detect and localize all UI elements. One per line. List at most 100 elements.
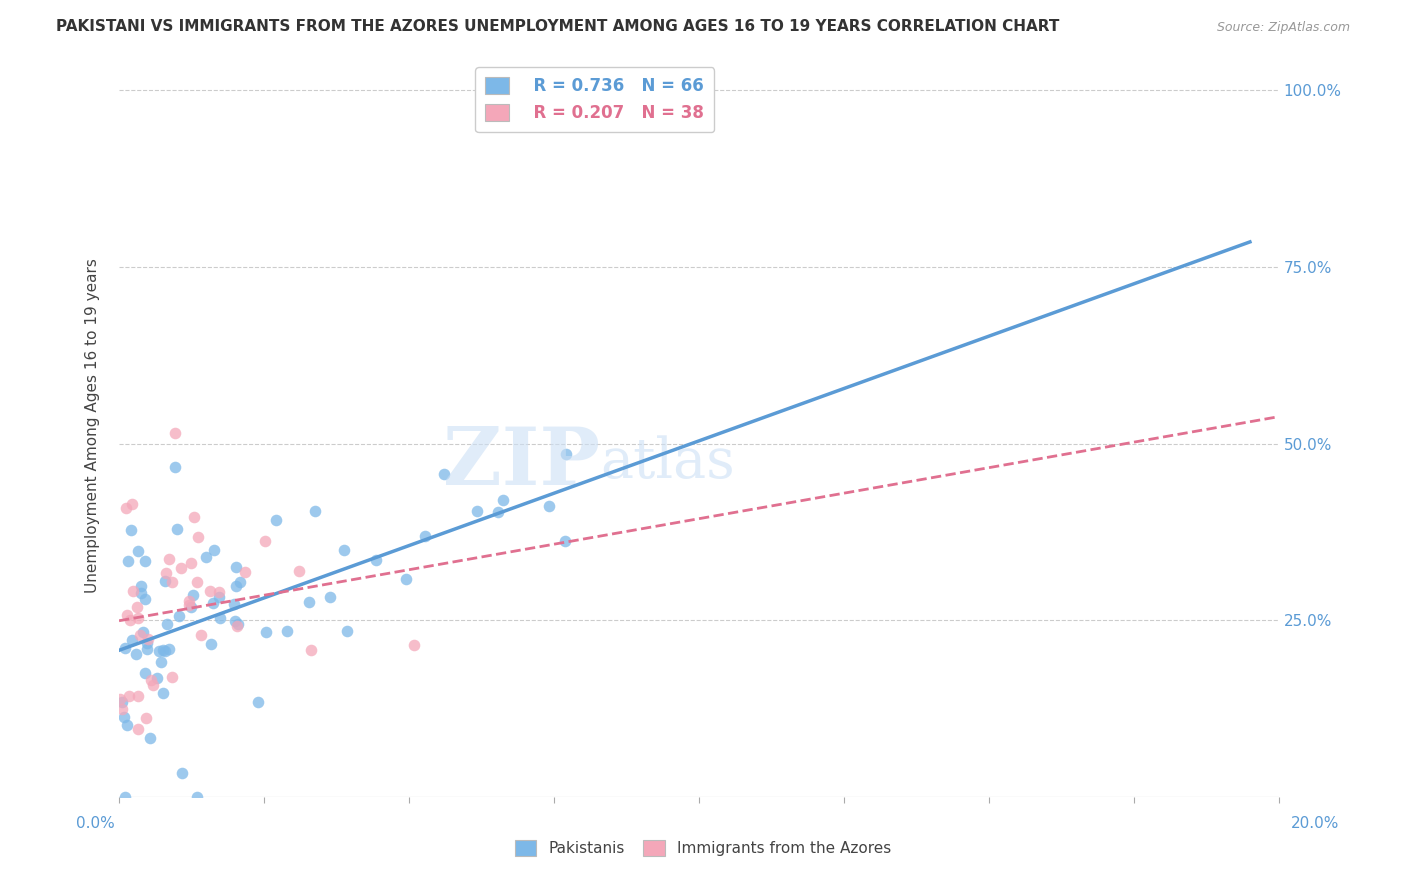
Text: atlas: atlas bbox=[600, 435, 735, 491]
Point bbox=[112, 710, 135, 724]
Point bbox=[395, 572, 418, 586]
Point bbox=[538, 500, 561, 514]
Point bbox=[180, 600, 202, 615]
Point bbox=[364, 553, 387, 567]
Text: Source: ZipAtlas.com: Source: ZipAtlas.com bbox=[1216, 21, 1350, 34]
Point bbox=[124, 647, 146, 661]
Point bbox=[117, 607, 139, 622]
Point bbox=[114, 641, 136, 656]
Point bbox=[202, 543, 225, 558]
Point bbox=[190, 628, 212, 642]
Point bbox=[152, 686, 174, 700]
Point bbox=[125, 600, 148, 615]
Point bbox=[246, 695, 269, 709]
Point bbox=[433, 467, 456, 482]
Point bbox=[298, 595, 321, 609]
Point bbox=[225, 579, 247, 593]
Y-axis label: Unemployment Among Ages 16 to 19 years: Unemployment Among Ages 16 to 19 years bbox=[86, 259, 100, 593]
Point bbox=[198, 584, 221, 599]
Point bbox=[122, 583, 145, 598]
Point bbox=[181, 589, 204, 603]
Legend:   R = 0.736   N = 66,   R = 0.207   N = 38: R = 0.736 N = 66, R = 0.207 N = 38 bbox=[475, 67, 714, 132]
Point bbox=[157, 642, 180, 657]
Point bbox=[134, 592, 156, 607]
Point bbox=[186, 575, 208, 590]
Point bbox=[208, 585, 231, 599]
Point bbox=[160, 575, 183, 590]
Point bbox=[254, 534, 277, 549]
Point bbox=[155, 566, 177, 580]
Text: PAKISTANI VS IMMIGRANTS FROM THE AZORES UNEMPLOYMENT AMONG AGES 16 TO 19 YEARS C: PAKISTANI VS IMMIGRANTS FROM THE AZORES … bbox=[56, 20, 1060, 34]
Point bbox=[224, 615, 246, 629]
Point bbox=[114, 789, 136, 804]
Point bbox=[111, 702, 134, 716]
Point bbox=[115, 718, 138, 732]
Point bbox=[195, 549, 218, 564]
Point bbox=[146, 671, 169, 685]
Point bbox=[288, 564, 311, 578]
Point bbox=[155, 574, 177, 589]
Point bbox=[187, 530, 209, 544]
Point bbox=[166, 522, 188, 536]
Point bbox=[136, 632, 159, 646]
Point bbox=[111, 695, 134, 709]
Point bbox=[142, 678, 165, 692]
Point bbox=[200, 636, 222, 650]
Text: 20.0%: 20.0% bbox=[1291, 816, 1339, 830]
Point bbox=[465, 503, 488, 517]
Point bbox=[233, 565, 256, 579]
Point bbox=[413, 529, 436, 543]
Point bbox=[134, 553, 156, 567]
Point bbox=[170, 766, 193, 780]
Point bbox=[114, 500, 136, 515]
Point bbox=[127, 690, 149, 704]
Point bbox=[127, 611, 149, 625]
Point bbox=[276, 624, 298, 639]
Point bbox=[333, 543, 356, 558]
Point bbox=[117, 554, 139, 568]
Point bbox=[165, 459, 187, 474]
Text: 0.0%: 0.0% bbox=[76, 816, 115, 830]
Point bbox=[155, 644, 177, 658]
Point bbox=[183, 510, 205, 524]
Point bbox=[304, 504, 326, 518]
Point bbox=[135, 636, 157, 650]
Point bbox=[110, 692, 132, 706]
Point bbox=[404, 638, 426, 652]
Point bbox=[139, 673, 162, 688]
Point bbox=[121, 632, 143, 647]
Point bbox=[208, 590, 231, 604]
Point bbox=[299, 642, 322, 657]
Point bbox=[120, 524, 142, 538]
Point bbox=[177, 598, 200, 612]
Point bbox=[118, 613, 141, 627]
Point bbox=[222, 598, 245, 612]
Point bbox=[264, 513, 287, 527]
Point bbox=[319, 590, 342, 604]
Point bbox=[492, 493, 515, 508]
Point bbox=[254, 624, 277, 639]
Point bbox=[170, 561, 193, 575]
Point bbox=[128, 627, 150, 641]
Legend: Pakistanis, Immigrants from the Azores: Pakistanis, Immigrants from the Azores bbox=[509, 834, 897, 862]
Point bbox=[148, 644, 170, 658]
Point bbox=[129, 579, 152, 593]
Point bbox=[121, 497, 143, 511]
Point bbox=[136, 641, 159, 656]
Point bbox=[336, 624, 359, 638]
Point bbox=[165, 426, 187, 441]
Point bbox=[152, 642, 174, 657]
Point bbox=[132, 625, 155, 640]
Point bbox=[129, 586, 152, 600]
Point bbox=[127, 544, 149, 558]
Point bbox=[177, 594, 200, 608]
Point bbox=[135, 711, 157, 725]
Point bbox=[229, 575, 252, 590]
Point bbox=[150, 655, 173, 669]
Point bbox=[208, 610, 231, 624]
Point bbox=[127, 722, 149, 736]
Point bbox=[228, 617, 250, 632]
Text: ZIP: ZIP bbox=[443, 424, 600, 502]
Point bbox=[555, 447, 578, 461]
Point bbox=[226, 619, 249, 633]
